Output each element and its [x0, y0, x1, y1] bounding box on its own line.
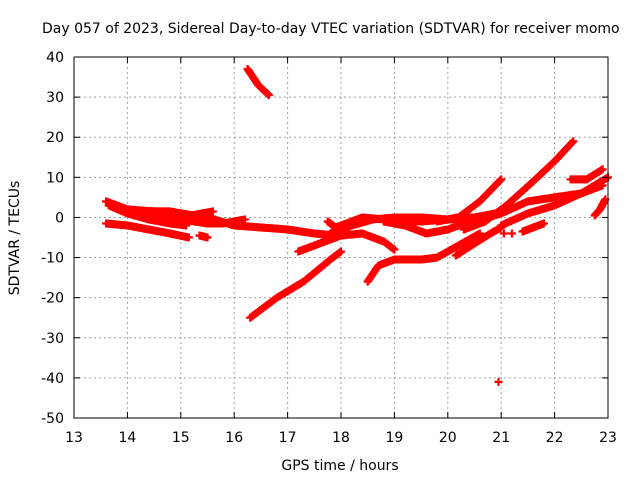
y-axis-label: SDTVAR / TECUs — [7, 181, 23, 296]
data-points — [102, 65, 612, 386]
y-tick-label: -40 — [41, 371, 64, 387]
x-tick-label: 19 — [385, 430, 403, 446]
data-point — [499, 229, 508, 238]
x-axis-label: GPS time / hours — [281, 458, 398, 474]
y-tick-label: 30 — [46, 90, 64, 106]
data-point — [598, 165, 607, 174]
x-tick-label: 14 — [118, 430, 136, 446]
series-track-21 — [518, 219, 548, 236]
data-point — [203, 233, 212, 242]
x-tick-label: 22 — [546, 430, 564, 446]
data-point — [390, 245, 399, 254]
y-tick-label: -20 — [41, 291, 64, 307]
data-point — [240, 215, 249, 224]
y-tick-label: -30 — [41, 331, 64, 347]
x-tick-label: 16 — [225, 430, 243, 446]
series-track-9 — [246, 247, 345, 322]
y-tick-label: 10 — [46, 170, 64, 186]
series-track-2 — [104, 201, 191, 230]
series-track-3 — [102, 219, 193, 242]
data-point — [337, 247, 345, 256]
x-tick-label: 18 — [332, 430, 350, 446]
series-isolated-points — [494, 229, 516, 386]
series-track-17 — [451, 223, 506, 260]
data-point — [507, 229, 516, 238]
y-tick-label: 0 — [55, 210, 64, 226]
series-track-7 — [195, 231, 212, 242]
data-point — [539, 219, 548, 228]
series-track-16 — [433, 175, 506, 226]
x-tick-label: 15 — [172, 430, 190, 446]
series-track-10 — [294, 229, 399, 256]
y-tick-label: -50 — [41, 411, 64, 427]
x-tick-label: 20 — [439, 430, 457, 446]
series-track-5 — [134, 207, 217, 220]
series-track-8 — [243, 65, 273, 100]
chart-title: Day 057 of 2023, Sidereal Day-to-day VTE… — [42, 21, 620, 37]
data-point — [569, 137, 578, 146]
data-point — [184, 233, 193, 242]
series-track-23 — [590, 195, 610, 220]
data-point — [208, 207, 217, 216]
data-point — [264, 91, 273, 100]
y-tick-label: 20 — [46, 130, 64, 146]
x-tick-label: 17 — [279, 430, 297, 446]
grid-lines — [74, 57, 608, 418]
data-point — [494, 377, 503, 386]
y-tick-label: 40 — [46, 50, 64, 66]
series-track-20 — [497, 173, 612, 230]
series-track-6 — [176, 215, 249, 228]
data-point — [497, 175, 506, 184]
y-tick-label: -10 — [41, 251, 64, 267]
data-point — [475, 229, 484, 238]
x-tick-label: 13 — [65, 430, 83, 446]
x-tick-label: 23 — [599, 430, 617, 446]
x-tick-label: 21 — [492, 430, 510, 446]
series-track-13 — [363, 229, 484, 286]
series-track-22 — [566, 165, 607, 184]
axis-ticks: 13 14 15 16 17 18 19 20 21 22 23 40 30 20 10 0 -10 -20 -30… — [41, 50, 617, 446]
